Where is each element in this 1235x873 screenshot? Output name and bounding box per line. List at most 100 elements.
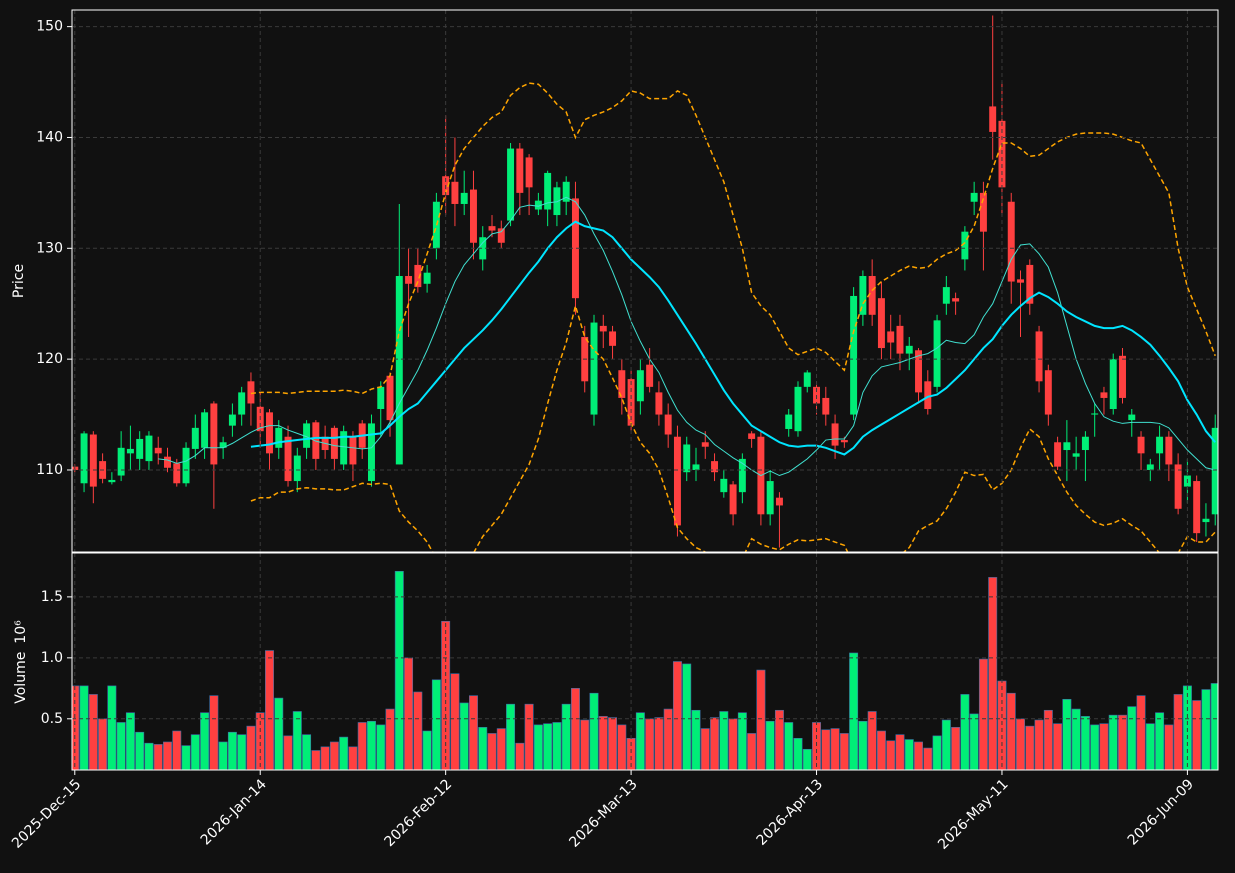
- volume-bar: [79, 685, 89, 770]
- candle-body: [1091, 413, 1099, 415]
- volume-bar: [1016, 718, 1025, 770]
- candle-body: [850, 295, 858, 415]
- volume-bar: [1136, 695, 1146, 770]
- candle-body: [219, 442, 227, 448]
- volume-bar: [1210, 683, 1218, 770]
- x-tick-label: 2026-Feb-12: [382, 776, 456, 850]
- volume-bar: [181, 745, 191, 770]
- candle-body: [544, 172, 552, 210]
- candle-body: [711, 461, 719, 473]
- candle-body: [1165, 436, 1173, 465]
- candle-body: [182, 447, 190, 484]
- candle-body: [979, 192, 987, 232]
- candle-body: [1119, 355, 1126, 398]
- candle-body: [1017, 279, 1024, 283]
- candle-body: [525, 157, 533, 188]
- price-frame: [71, 9, 1219, 553]
- candle-body: [1026, 264, 1034, 304]
- volume-bar: [1145, 723, 1155, 770]
- candle-body: [126, 448, 134, 454]
- candle-body: [247, 381, 255, 404]
- candle-body: [785, 414, 793, 429]
- candle-body: [664, 414, 672, 435]
- y-tick-label: 1.0: [41, 650, 63, 666]
- volume-bar: [839, 733, 849, 770]
- x-tick-label: 2026-Apr-13: [754, 776, 827, 849]
- volume-bar: [274, 697, 284, 770]
- volume-bar: [144, 742, 154, 770]
- candle-body: [340, 431, 348, 465]
- volume-bar: [496, 728, 506, 770]
- volume-bar: [895, 734, 905, 770]
- candle-body: [775, 497, 783, 506]
- candle-body: [738, 458, 746, 493]
- candle-body: [655, 392, 663, 415]
- volume-bar: [543, 723, 553, 770]
- volume-bar: [849, 652, 859, 770]
- volume-bar: [329, 741, 339, 770]
- volume-bar: [672, 661, 682, 770]
- volume-bar: [487, 733, 497, 770]
- candle-body: [822, 397, 830, 415]
- candle-body: [191, 427, 199, 449]
- volume-bar: [719, 711, 729, 770]
- volume-bar: [98, 718, 108, 770]
- volume-bar: [385, 708, 395, 770]
- volume-bar: [1164, 724, 1174, 770]
- volume-bar: [1006, 692, 1016, 770]
- volume-bar: [737, 712, 747, 770]
- candle-body: [766, 481, 774, 515]
- candle-body: [683, 444, 691, 473]
- y-tick-label: 110: [36, 462, 63, 478]
- candle-body: [368, 423, 375, 482]
- candle-body: [1137, 436, 1145, 454]
- volume-bar: [728, 718, 738, 770]
- volume-bar: [645, 718, 655, 770]
- candle-body: [1174, 464, 1182, 509]
- candle-body: [748, 433, 756, 439]
- volume-bar: [246, 725, 256, 770]
- candle-body: [924, 381, 932, 410]
- candle-body: [117, 447, 125, 476]
- candle-body: [720, 478, 728, 493]
- candle-body: [553, 187, 561, 216]
- volume-bar: [524, 703, 534, 770]
- volume-label: Volume: [13, 652, 29, 704]
- y-tick-label: 1.5: [41, 589, 63, 605]
- volume-bar: [1034, 719, 1044, 770]
- candle-body: [859, 276, 867, 315]
- volume-bar: [635, 712, 645, 770]
- volume-bar: [561, 703, 571, 770]
- candle-body: [1211, 427, 1218, 515]
- volume-bar: [988, 577, 998, 770]
- candle-body: [173, 463, 181, 484]
- volume-bar: [320, 746, 330, 770]
- candle-body: [266, 412, 273, 454]
- volume-bar: [978, 658, 988, 770]
- candle-body: [414, 264, 422, 288]
- volume-bar: [886, 740, 896, 770]
- candle-body: [108, 479, 116, 483]
- volume-bar: [608, 717, 618, 770]
- candle-body: [80, 433, 88, 484]
- candle-body: [692, 464, 700, 470]
- candle-body: [942, 287, 950, 304]
- volume-bar: [367, 720, 376, 770]
- volume-bar: [830, 728, 840, 770]
- volume-bar: [1099, 723, 1109, 770]
- volume-bar: [941, 719, 951, 770]
- candle-body: [998, 120, 1006, 188]
- volume-bar: [506, 703, 516, 770]
- volume-bar: [951, 727, 961, 770]
- volume-bar: [72, 685, 80, 770]
- candle-body: [488, 226, 496, 231]
- candle-body: [497, 228, 505, 243]
- candle-body: [868, 276, 876, 315]
- volume-bar: [932, 735, 942, 770]
- volume-bar: [125, 712, 135, 770]
- volume-bar: [969, 713, 979, 770]
- volume-bar: [459, 702, 469, 770]
- candle-body: [831, 423, 839, 446]
- volume-bar: [163, 741, 172, 770]
- candle-body: [1044, 370, 1052, 415]
